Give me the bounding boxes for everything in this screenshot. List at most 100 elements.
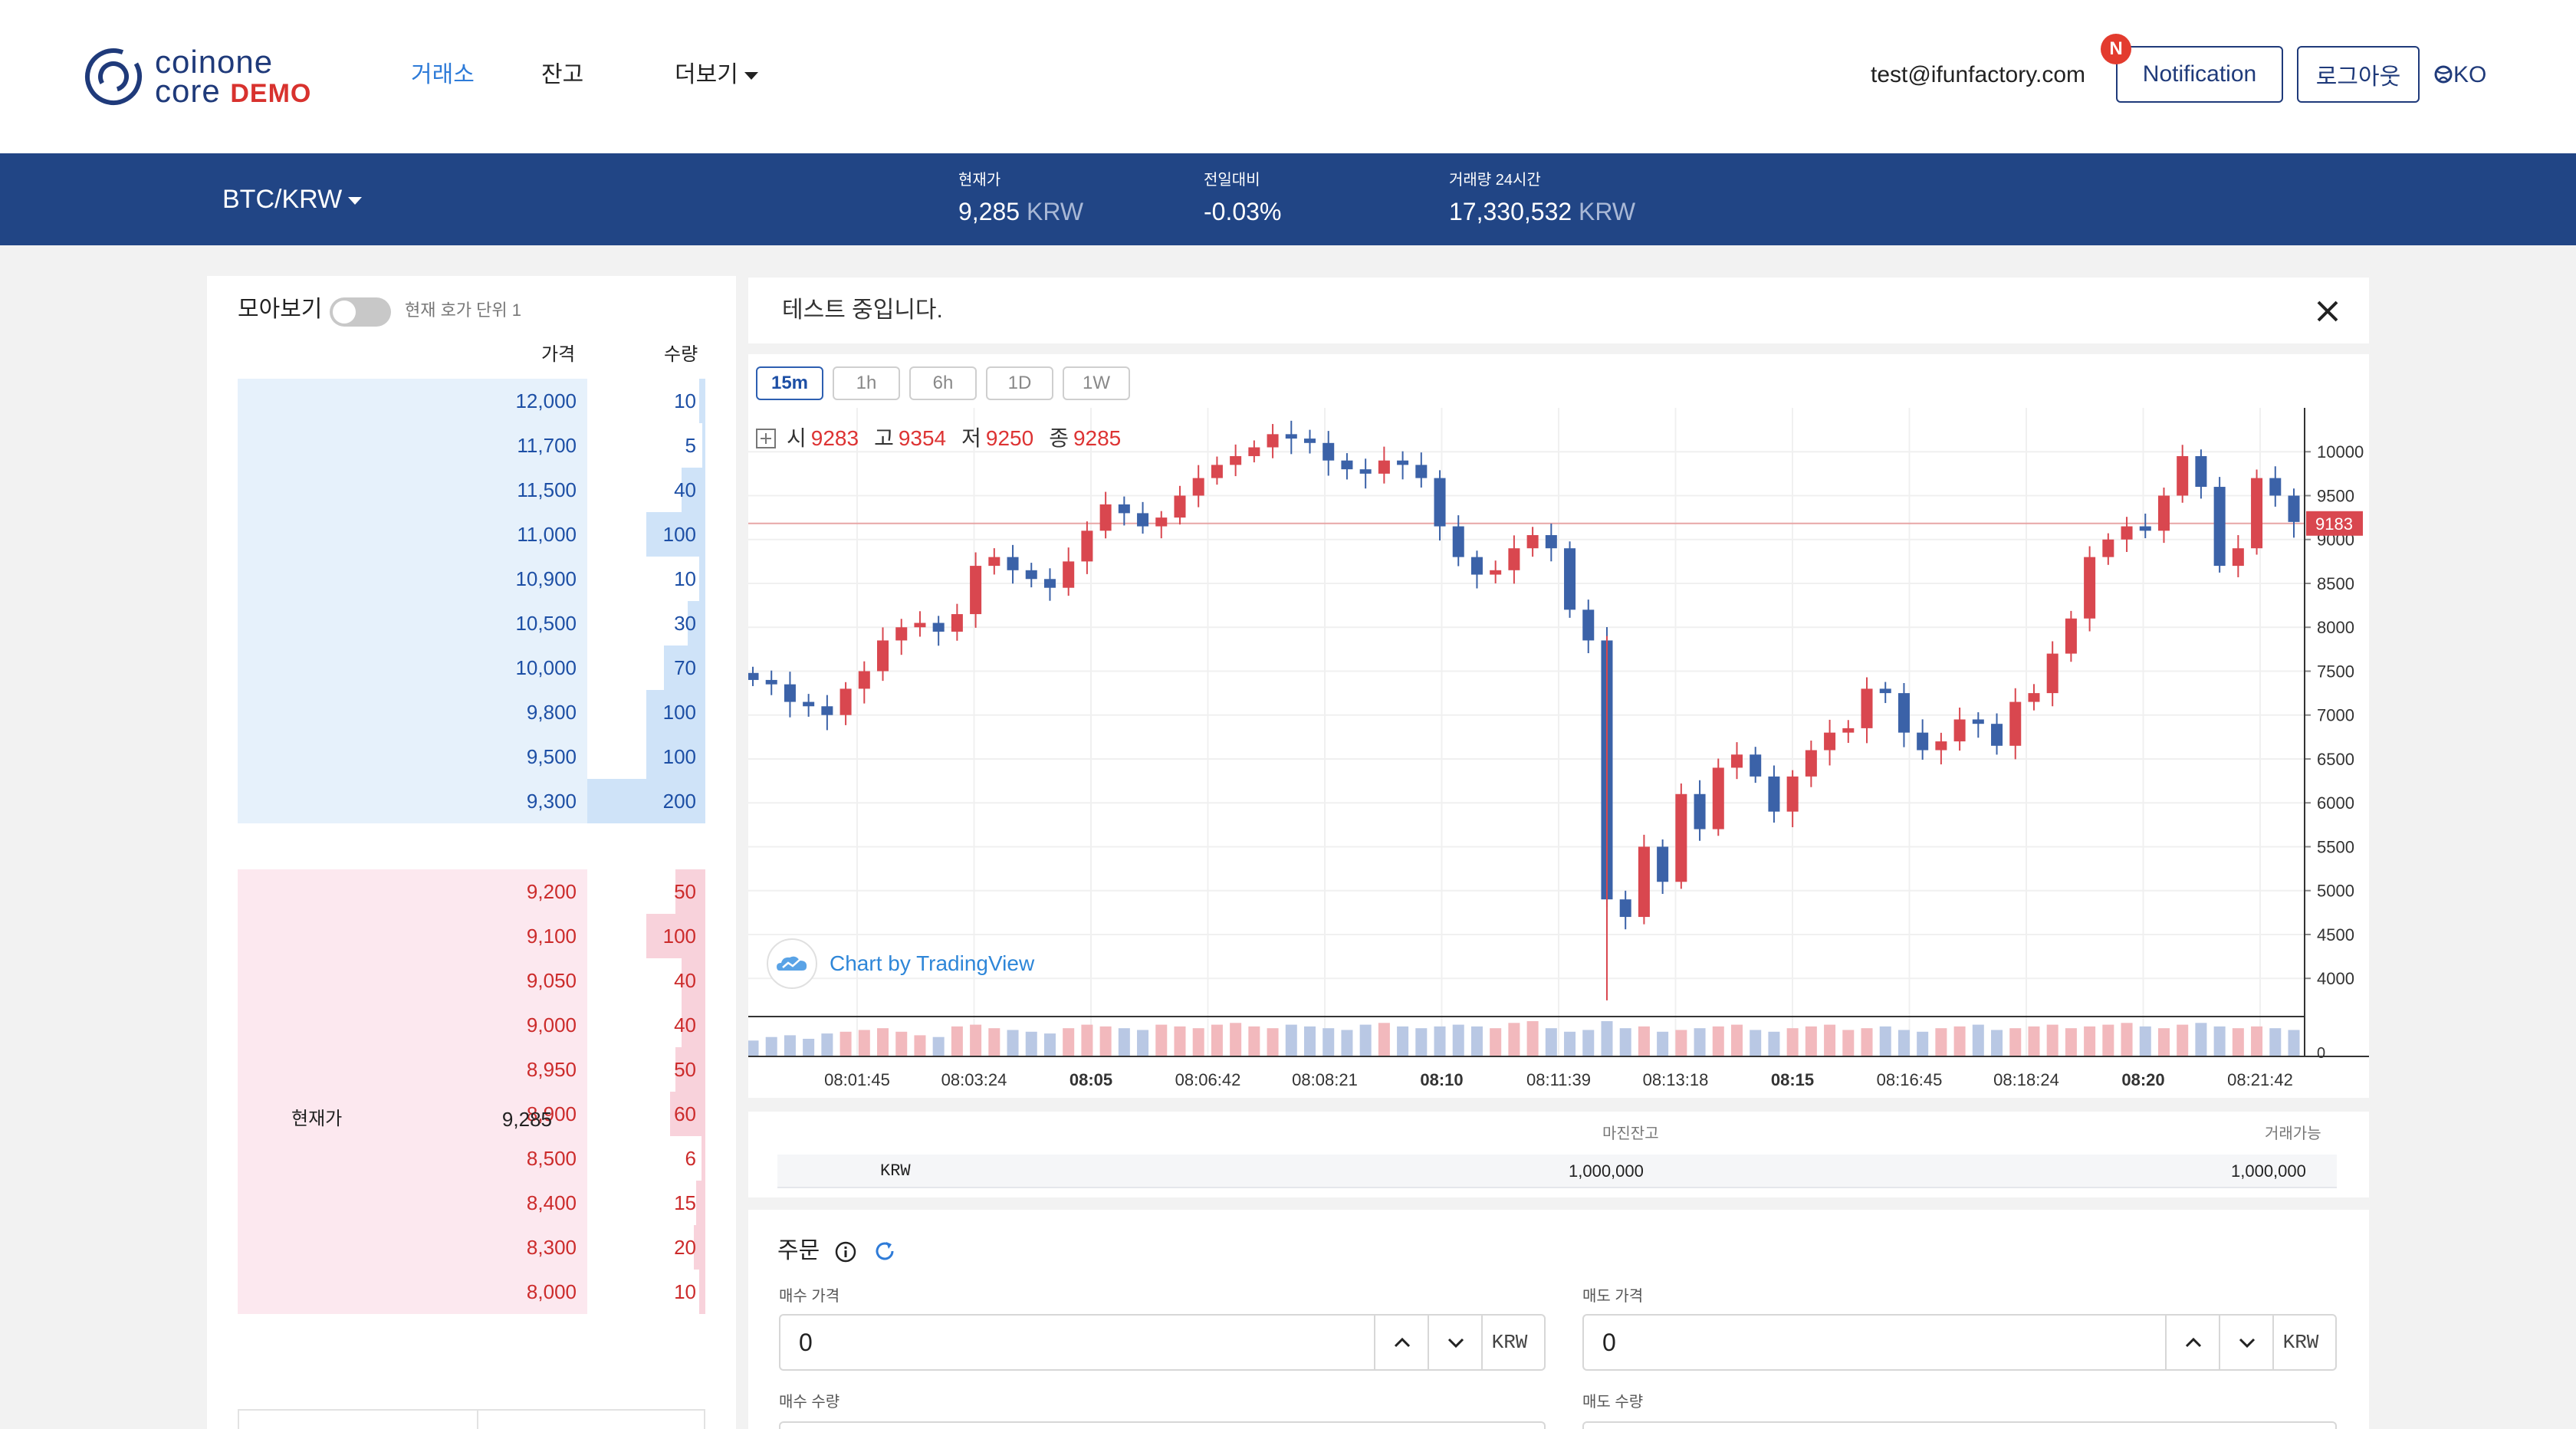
nav-more-dropdown[interactable]: 더보기 xyxy=(675,60,758,90)
bid-row[interactable]: 8,500 6 xyxy=(238,1136,705,1181)
volume-bar xyxy=(1248,1026,1260,1056)
candle-body xyxy=(1694,793,1706,829)
candle-body xyxy=(895,627,908,641)
ask-qty: 100 xyxy=(662,745,696,768)
bid-price-cell: 8,000 xyxy=(238,1270,587,1314)
bid-row[interactable]: 9,200 50 xyxy=(238,869,705,914)
bid-price: 9,100 xyxy=(526,925,577,948)
candle-body xyxy=(1303,439,1316,443)
ask-row[interactable]: 10,900 10 xyxy=(238,557,705,601)
ask-row[interactable]: 10,000 70 xyxy=(238,646,705,690)
time-axis-label: 08:21:42 xyxy=(2227,1070,2293,1089)
volume-bar xyxy=(1303,1026,1316,1056)
candle-body xyxy=(1638,846,1650,918)
ask-row[interactable]: 9,500 100 xyxy=(238,734,705,779)
volume-bar xyxy=(1545,1028,1557,1056)
bid-row[interactable]: 9,100 100 xyxy=(238,914,705,958)
balance-margin: 1,000,000 xyxy=(1569,1161,1644,1181)
candle-body xyxy=(2288,495,2300,522)
brand-logo[interactable]: coinone core DEMO xyxy=(83,46,328,108)
volume-bar xyxy=(2084,1026,2096,1056)
orderbook-footer-table xyxy=(238,1409,705,1429)
ask-row[interactable]: 11,500 40 xyxy=(238,468,705,512)
volume-bar xyxy=(932,1036,945,1056)
notification-button[interactable]: Notification xyxy=(2116,46,2283,103)
expand-icon[interactable] xyxy=(756,429,776,448)
ask-price: 10,500 xyxy=(515,612,577,635)
bid-row[interactable]: 8,900 60 xyxy=(238,1092,705,1136)
ask-price-cell: 11,500 xyxy=(238,468,587,512)
tick-unit-text: 현재 호가 단위 1 xyxy=(405,301,522,320)
sell-price-increment[interactable] xyxy=(2165,1316,2219,1369)
volume-bar xyxy=(1192,1028,1204,1056)
candle-body xyxy=(748,672,759,680)
buy-qty-input[interactable] xyxy=(779,1421,1546,1429)
volume-bar xyxy=(1452,1024,1464,1056)
bid-row[interactable]: 8,000 10 xyxy=(238,1270,705,1314)
candle-body xyxy=(1063,561,1075,588)
sell-price-input[interactable]: 0 KRW xyxy=(1582,1314,2337,1371)
timeframe-1d[interactable]: 1D xyxy=(986,366,1053,400)
volume-bar xyxy=(803,1039,815,1056)
ask-price-cell: 11,000 xyxy=(238,512,587,557)
ask-row[interactable]: 9,300 200 xyxy=(238,779,705,823)
change-label: 전일대비 xyxy=(1204,172,1260,189)
language-selector[interactable]: KO xyxy=(2433,60,2486,90)
pair-selector[interactable]: BTC/KRW xyxy=(222,184,363,215)
bid-qty: 40 xyxy=(674,1013,696,1036)
buy-price-decrement[interactable] xyxy=(1428,1316,1481,1369)
nav-exchange[interactable]: 거래소 xyxy=(411,62,475,87)
ask-row[interactable]: 11,700 5 xyxy=(238,423,705,468)
candlestick-chart[interactable]: 1000095009000850080007500700065006000550… xyxy=(748,408,2369,1098)
info-icon[interactable] xyxy=(834,1240,857,1263)
orderbook-title: 모아보기 xyxy=(238,297,323,322)
ask-qty-cell: 70 xyxy=(587,646,705,690)
logout-button[interactable]: 로그아웃 xyxy=(2297,46,2420,103)
globe-icon xyxy=(2434,65,2453,84)
bid-row[interactable]: 8,950 50 xyxy=(238,1047,705,1092)
ask-depth-bar xyxy=(646,734,705,779)
refresh-icon[interactable] xyxy=(872,1239,897,1263)
nav-balance[interactable]: 잔고 xyxy=(541,62,584,87)
ask-row[interactable]: 11,000 100 xyxy=(238,512,705,557)
volume-bar xyxy=(1935,1028,1947,1056)
timeframe-1w[interactable]: 1W xyxy=(1063,366,1130,400)
aggregate-toggle[interactable] xyxy=(330,297,391,327)
bid-row[interactable]: 9,000 40 xyxy=(238,1003,705,1047)
bid-row[interactable]: 8,300 20 xyxy=(238,1225,705,1270)
volume-bar xyxy=(2213,1026,2226,1056)
sell-qty-input[interactable] xyxy=(1582,1421,2337,1429)
bid-row[interactable]: 8,400 15 xyxy=(238,1181,705,1225)
current-price-tag xyxy=(2306,511,2363,536)
candle-body xyxy=(1582,609,1595,641)
ask-qty: 30 xyxy=(674,612,696,635)
sell-price-decrement[interactable] xyxy=(2219,1316,2272,1369)
volume-bar xyxy=(1359,1024,1372,1056)
bid-qty: 50 xyxy=(674,880,696,903)
volume-bar xyxy=(1917,1031,1929,1056)
volume-value: 17,330,532 KRW xyxy=(1449,198,1636,225)
timeframe-1h[interactable]: 1h xyxy=(833,366,900,400)
balance-header-margin: 마진잔고 xyxy=(1602,1125,1659,1142)
candle-body xyxy=(1415,465,1428,478)
timeframe-6h[interactable]: 6h xyxy=(909,366,977,400)
tradingview-credit[interactable]: Chart by TradingView xyxy=(767,938,1034,989)
volume-bar xyxy=(914,1035,926,1056)
current-price: 9,285 KRW xyxy=(958,198,1084,225)
ask-row[interactable]: 9,800 100 xyxy=(238,690,705,734)
ask-row[interactable]: 12,000 10 xyxy=(238,379,705,423)
bid-depth-bar xyxy=(675,1047,705,1092)
volume-bar xyxy=(2157,1028,2170,1056)
candle-body xyxy=(914,623,926,628)
volume-bar xyxy=(1341,1030,1353,1056)
ask-row[interactable]: 10,500 30 xyxy=(238,601,705,646)
buy-price-increment[interactable] xyxy=(1374,1316,1428,1369)
close-icon[interactable] xyxy=(2311,294,2344,328)
bid-row[interactable]: 9,050 40 xyxy=(238,958,705,1003)
buy-price-input[interactable]: 0 KRW xyxy=(779,1314,1546,1371)
price-axis-label: 9500 xyxy=(2317,486,2354,505)
orderbook-current-label: 현재가 xyxy=(291,1109,343,1129)
candle-body xyxy=(2269,478,2282,496)
timeframe-15m[interactable]: 15m xyxy=(756,366,823,400)
volume-bar xyxy=(1694,1028,1706,1056)
